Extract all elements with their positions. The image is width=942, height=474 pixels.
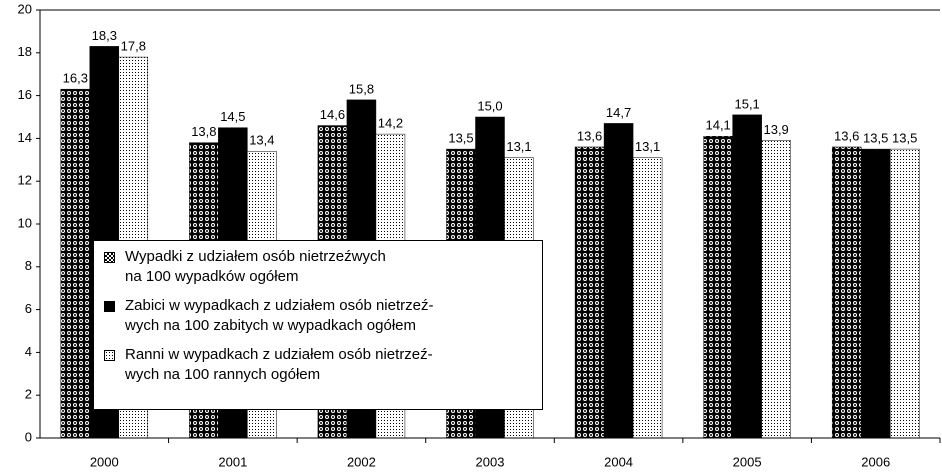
y-tick-label: 2 <box>25 387 32 402</box>
y-tick-label: 8 <box>25 258 32 273</box>
value-label: 13,4 <box>249 133 274 148</box>
legend-swatch <box>104 252 115 263</box>
y-tick-label: 18 <box>18 44 32 59</box>
y-tick-label: 16 <box>18 87 32 102</box>
legend-label: Wypadki z udziałem osób nietrzeźwych na … <box>125 248 386 285</box>
value-label: 13,5 <box>863 131 888 146</box>
value-label: 13,8 <box>191 124 216 139</box>
value-label: 17,8 <box>121 39 146 54</box>
y-tick-label: 6 <box>25 301 32 316</box>
value-label: 15,8 <box>349 81 374 96</box>
y-tick-label: 12 <box>18 173 32 188</box>
bar <box>632 157 663 439</box>
y-tick-label: 14 <box>18 130 32 145</box>
value-label: 18,3 <box>92 28 117 43</box>
legend-swatch <box>104 350 115 361</box>
value-label: 13,5 <box>892 131 917 146</box>
y-tick-label: 10 <box>18 215 32 230</box>
bar <box>860 148 891 439</box>
value-label: 13,6 <box>577 128 602 143</box>
bar <box>761 140 791 439</box>
value-label: 14,6 <box>320 107 345 122</box>
value-label: 13,9 <box>763 122 788 137</box>
bar <box>831 146 862 439</box>
legend: Wypadki z udziałem osób nietrzeźwych na … <box>93 240 543 410</box>
y-tick-label: 4 <box>25 344 32 359</box>
bar <box>574 146 605 439</box>
legend-swatch <box>104 301 115 312</box>
value-label: 13,1 <box>506 139 531 154</box>
bar <box>889 148 920 439</box>
value-label: 13,5 <box>448 131 473 146</box>
x-tick-label: 2005 <box>733 454 762 469</box>
value-label: 16,3 <box>63 71 88 86</box>
x-tick-label: 2006 <box>861 454 890 469</box>
legend-label: Zabici w wypadkach z udziałem osób nietr… <box>125 297 434 334</box>
x-tick-label: 2002 <box>347 454 376 469</box>
y-tick-label: 0 <box>25 429 32 444</box>
value-label: 15,0 <box>477 98 502 113</box>
bar <box>703 136 733 439</box>
legend-item: Zabici w wypadkach z udziałem osób nietr… <box>102 296 534 336</box>
value-label: 13,1 <box>635 139 660 154</box>
x-tick-label: 2004 <box>604 454 633 469</box>
legend-item: Wypadki z udziałem osób nietrzeźwych na … <box>102 247 534 287</box>
value-label: 15,1 <box>734 96 759 111</box>
bar <box>603 123 634 439</box>
value-label: 14,7 <box>606 105 631 120</box>
value-label: 13,6 <box>834 128 859 143</box>
x-tick-label: 2003 <box>476 454 505 469</box>
value-label: 14,2 <box>378 116 403 131</box>
x-tick-label: 2001 <box>218 454 247 469</box>
x-tick-label: 2000 <box>90 454 119 469</box>
y-tick-label: 20 <box>18 1 32 16</box>
bar <box>732 114 762 439</box>
legend-item: Ranni w wypadkach z udziałem osób nietrz… <box>102 345 534 385</box>
value-label: 14,5 <box>220 109 245 124</box>
bar <box>60 88 91 439</box>
value-label: 14,1 <box>705 118 730 133</box>
legend-label: Ranni w wypadkach z udziałem osób nietrz… <box>125 346 433 383</box>
